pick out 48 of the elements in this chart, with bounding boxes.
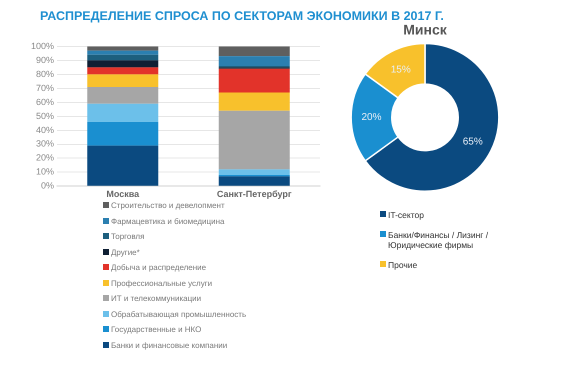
bar: [87, 104, 158, 122]
legend-label: Прочие: [388, 260, 418, 270]
bar: [87, 50, 158, 55]
chart-title: Минск: [403, 21, 448, 38]
y-tick-label: 10%: [36, 166, 54, 177]
legend-label: Другие*: [111, 248, 140, 256]
bar: [218, 68, 290, 93]
bar: [87, 60, 158, 68]
bar: [87, 86, 158, 104]
legend-label: Государственные и НКО: [111, 325, 202, 334]
bar: [87, 67, 158, 74]
bar: [218, 176, 290, 186]
legend-label: Банки/Финансы / Лизинг / Юридические фирмы: [388, 230, 490, 250]
y-tick-label: 90%: [36, 54, 54, 65]
legend-label: Фармацевтика и биомедицина: [111, 216, 224, 226]
legend-label: Торговля: [111, 232, 144, 241]
bar: [87, 74, 158, 87]
data-label: 65%: [462, 136, 483, 148]
bar: [218, 56, 290, 66]
legend-label: Банки и финансовые компании: [111, 340, 228, 350]
x-tick-label: Москва: [106, 189, 140, 200]
chart-title: РАСПРЕДЕЛЕНИЕ СПРОСА ПО СЕКТОРАМ ЭКОНОМИКИ В 2017 Г.: [40, 9, 444, 23]
bar: [87, 54, 158, 60]
y-tick-label: 100%: [30, 40, 54, 51]
data-label: 20%: [361, 112, 382, 124]
legend-label: IT-сектор: [388, 210, 424, 220]
bar: [87, 146, 158, 186]
legend-label: Добыча и распределение: [111, 263, 206, 272]
bar: [218, 92, 290, 111]
bar: [87, 122, 158, 146]
x-tick-label: Санкт-Петербург: [216, 189, 292, 200]
bar: [218, 46, 290, 56]
y-tick-label: 40%: [36, 124, 54, 135]
legend-label: ИТ и телекоммуникации: [111, 294, 202, 303]
y-tick-label: 70%: [36, 82, 54, 93]
legend-label: Обрабатывающая промышленность: [111, 310, 246, 318]
legend-label: Строительство и девелопмент: [111, 201, 225, 210]
y-tick-label: 20%: [36, 152, 54, 163]
y-tick-label: 50%: [36, 110, 54, 121]
bar: [218, 169, 290, 176]
legend-label: Профессиональные услуги: [111, 278, 212, 288]
data-label: 15%: [390, 64, 411, 76]
bar: [87, 46, 158, 51]
y-tick-label: 0%: [41, 180, 54, 191]
y-tick-label: 80%: [36, 68, 54, 79]
y-tick-label: 30%: [36, 138, 54, 149]
y-tick-label: 60%: [36, 96, 54, 107]
bar: [218, 110, 290, 170]
